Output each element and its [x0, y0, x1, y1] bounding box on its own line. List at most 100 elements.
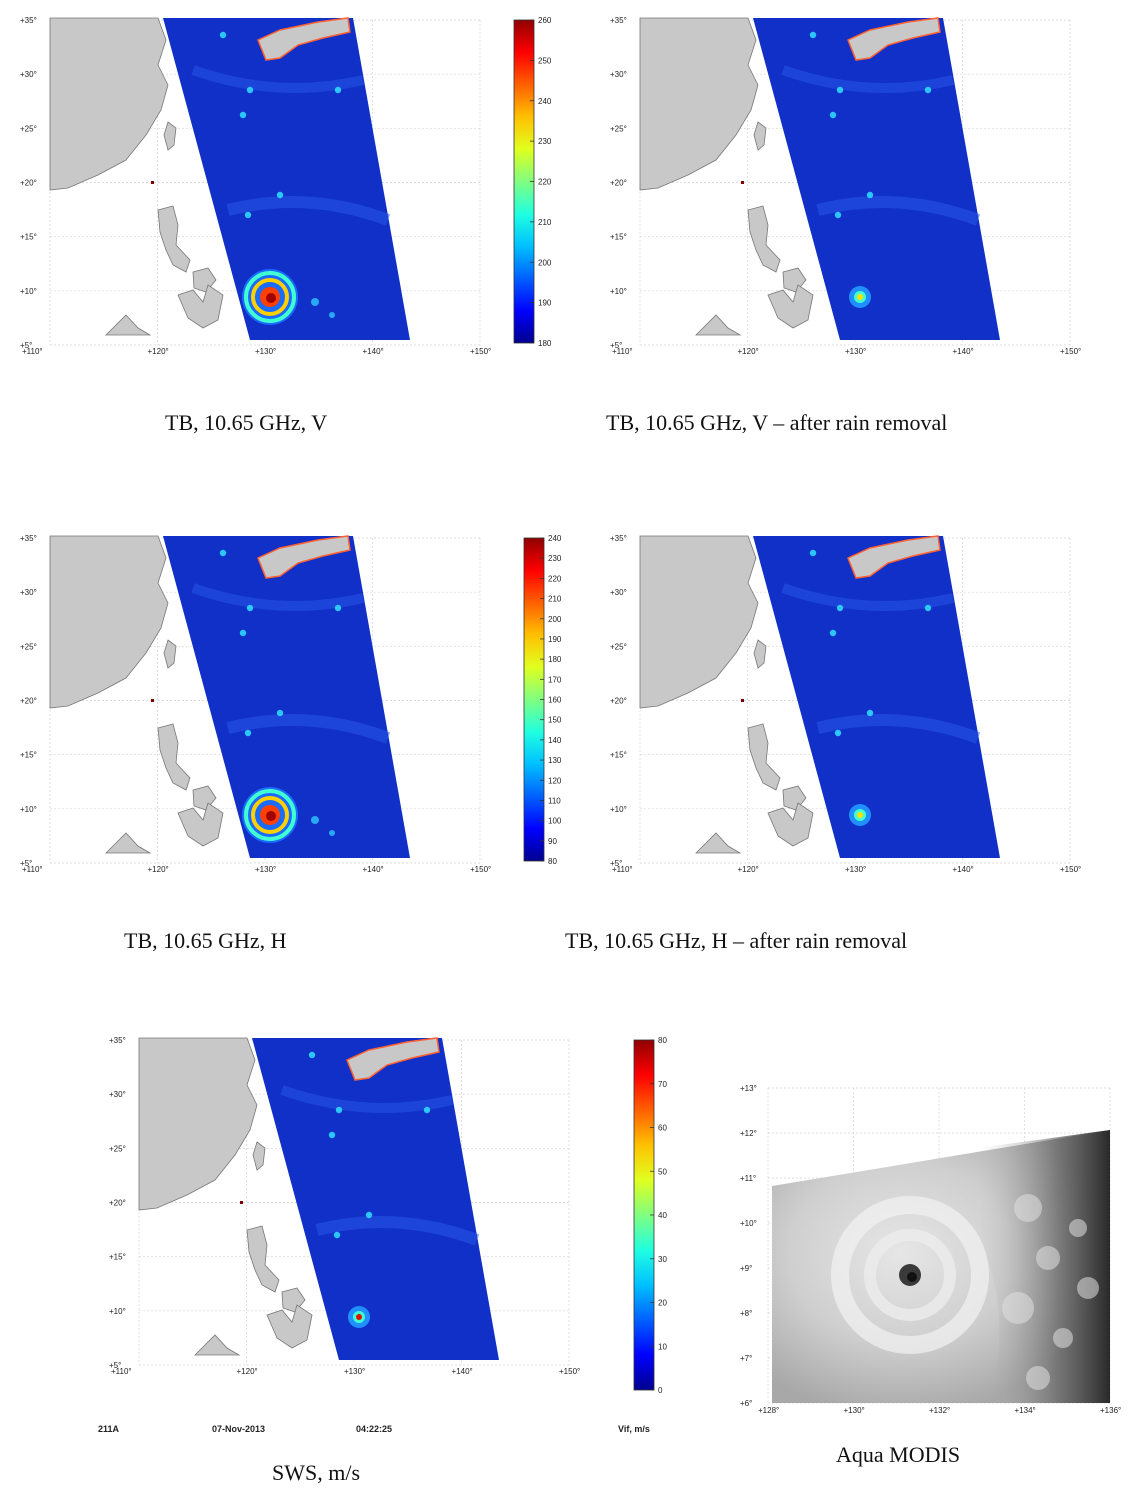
caption-sws: SWS, m/s [272, 1460, 361, 1485]
taiwan [163, 639, 177, 669]
colorbar-label: 200 [548, 615, 562, 624]
bright-spot [365, 1211, 373, 1219]
spiral-band [864, 1229, 956, 1321]
lat-tick-label: +15° [610, 751, 627, 760]
cloud-cluster [1053, 1328, 1073, 1348]
lon-tick-label: +130° [845, 865, 866, 873]
rain-band [329, 830, 335, 836]
lat-tick-label: +20° [20, 697, 37, 706]
caption-modis: Aqua MODIS [836, 1442, 961, 1467]
lon-tick-label: +130° [844, 1406, 865, 1415]
bright-spot [244, 211, 252, 219]
lat-tick-label: +25° [20, 124, 37, 133]
lat-tick-label: +5° [20, 341, 32, 350]
lon-tick-label: +120° [148, 347, 169, 355]
luzon [747, 205, 781, 273]
colorbar-label: 220 [548, 574, 562, 583]
rain-band [311, 816, 319, 824]
lat-tick-label: +5° [610, 341, 622, 350]
lat-tick-label: +25° [20, 642, 37, 651]
cloud-cluster [1077, 1277, 1099, 1299]
colorbar-label: 0 [658, 1386, 663, 1395]
lat-tick-label: +10° [610, 287, 627, 296]
lon-tick-label: +130° [255, 865, 276, 873]
taiwan [753, 121, 767, 151]
lat-tick-label: +25° [610, 642, 627, 651]
map-sws: +35° +30° +25° +20° +15° +10° +5°+110° +120° +13… [109, 1036, 580, 1375]
lon-tick-label: +120° [237, 1367, 258, 1375]
storm-core [857, 812, 863, 818]
luzon [157, 205, 191, 273]
colorbar-label: 80 [658, 1036, 667, 1045]
satellite-swath [252, 1038, 499, 1360]
luzon [747, 723, 781, 791]
lat-tick-label: +6° [740, 1399, 752, 1408]
storm-core [356, 1314, 362, 1320]
lat-tick-label: +20° [610, 179, 627, 188]
lon-tick-label: +130° [344, 1367, 365, 1375]
lat-tick-label: +20° [610, 697, 627, 706]
bright-spot [239, 629, 247, 637]
bright-spot [809, 31, 817, 39]
lon-tick-label: +130° [255, 347, 276, 355]
lon-tick-label: +130° [845, 347, 866, 355]
lat-tick-label: +5° [20, 859, 32, 868]
colorbar-label: 60 [658, 1124, 667, 1133]
lat-tick-label: +5° [109, 1361, 121, 1370]
lat-tick-label: +7° [740, 1354, 752, 1363]
bright-spot [334, 604, 342, 612]
colorbar-label: 190 [538, 299, 552, 308]
colorbar-label: 220 [538, 178, 552, 187]
japan-land [346, 1037, 440, 1081]
satellite-swath [163, 18, 410, 340]
footer-time: 04:22:25 [356, 1424, 393, 1434]
bright-spot [244, 729, 252, 737]
asia-mainland [138, 1037, 258, 1211]
lon-tick-label: +120° [738, 347, 759, 355]
bright-spot [276, 709, 284, 717]
lon-tick-label: +140° [363, 347, 384, 355]
lat-tick-label: +5° [610, 859, 622, 868]
station-marker [741, 181, 744, 184]
typhoon-eye-center [907, 1272, 917, 1282]
lon-tick-label: +140° [953, 347, 974, 355]
storm-eye [266, 811, 276, 821]
bright-spot [219, 31, 227, 39]
cloud-cluster [1069, 1219, 1087, 1237]
spiral-band [831, 1196, 989, 1354]
lon-tick-label: +128° [758, 1406, 779, 1415]
visayas [192, 267, 217, 293]
lat-tick-label: +12° [740, 1129, 757, 1138]
mindanao [266, 1304, 313, 1349]
lon-tick-label: +136° [1100, 1406, 1121, 1415]
lat-tick-label: +10° [109, 1307, 126, 1316]
cloud-cluster [1002, 1292, 1034, 1324]
colorbar-label: 230 [538, 137, 552, 146]
colorbar-label: 250 [538, 56, 552, 65]
cloud-cluster [1014, 1194, 1042, 1222]
colorbar-label: 90 [548, 837, 557, 846]
bright-spot [834, 729, 842, 737]
moisture-band [816, 196, 981, 226]
station-marker [240, 1201, 243, 1204]
bright-spot [866, 709, 874, 717]
bright-spot [809, 549, 817, 557]
lon-tick-label: +150° [470, 347, 491, 355]
storm-ring [244, 271, 296, 323]
bright-spot [219, 549, 227, 557]
japan-land [257, 17, 351, 61]
storm-core [857, 294, 863, 300]
colorbar-label: 140 [548, 736, 562, 745]
japan-land [257, 535, 351, 579]
station-marker [151, 699, 154, 702]
station-marker [741, 699, 744, 702]
lon-tick-label: +150° [1060, 865, 1081, 873]
storm-ring [251, 796, 289, 834]
visayas [281, 1287, 306, 1313]
lon-tick-label: +120° [738, 865, 759, 873]
lat-tick-label: +10° [20, 287, 37, 296]
asia-mainland [639, 17, 759, 191]
lat-tick-label: +20° [20, 179, 37, 188]
lon-tick-label: +140° [452, 1367, 473, 1375]
map-tb-h-rain-removed: +35° +30° +25° +20° +15° +10° +5°+110° +120° +13… [610, 534, 1081, 873]
